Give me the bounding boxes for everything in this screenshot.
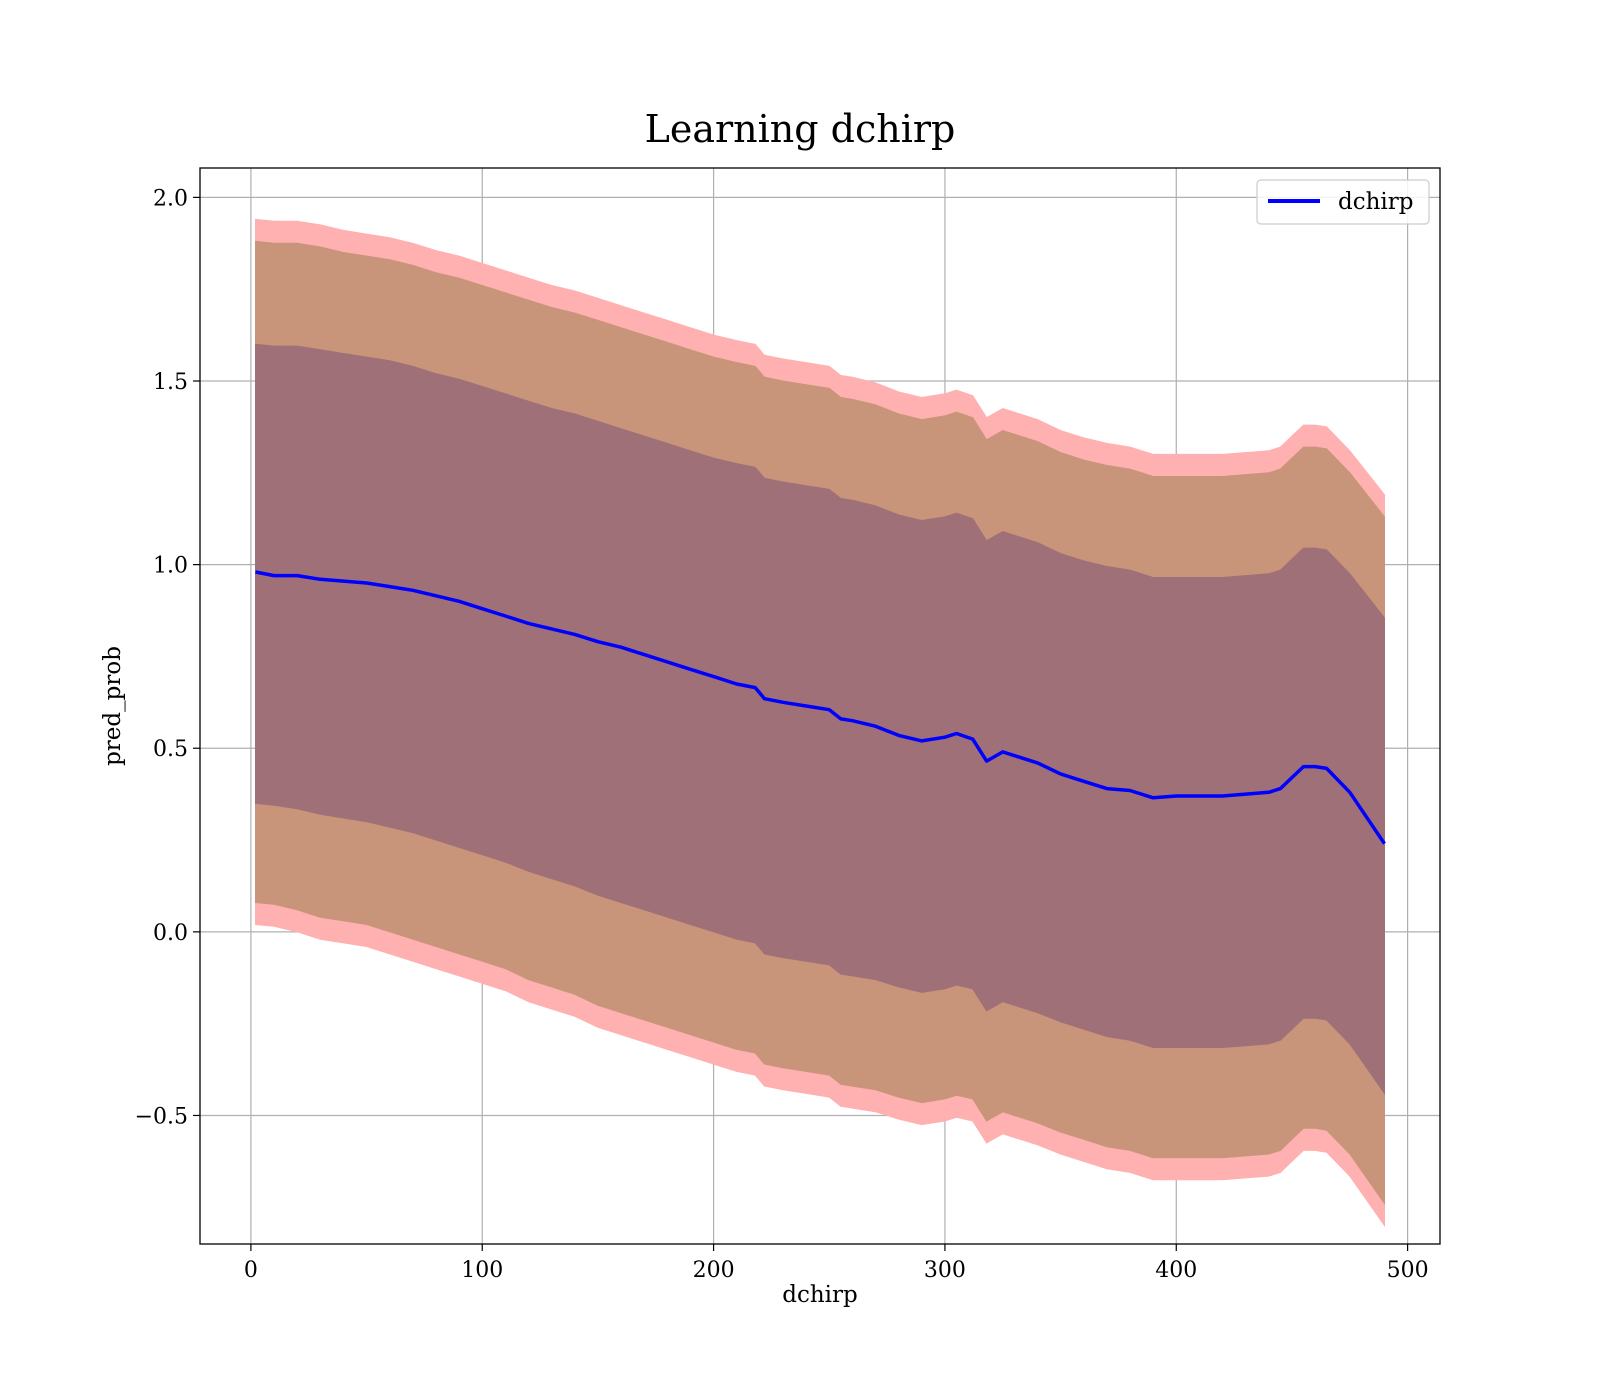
y-tick-label: 1.5 xyxy=(153,370,188,395)
y-axis-label: pred_prob xyxy=(100,646,126,766)
band-layer xyxy=(255,218,1385,1228)
chart-title: Learning dchirp xyxy=(645,107,956,151)
plot-frame xyxy=(199,167,1441,1245)
x-tick-label: 0 xyxy=(244,1258,258,1283)
x-tick-label: 500 xyxy=(1387,1258,1429,1283)
x-tick-label: 300 xyxy=(924,1258,966,1283)
y-tick-label: 0.0 xyxy=(153,921,188,946)
y-tick-label: −0.5 xyxy=(135,1104,188,1129)
tick-layer: 0 100 200 300 400 500 −0.5 0.0 0.5 1.0 1.5 2.0 xyxy=(135,186,1429,1283)
y-tick-label: 1.0 xyxy=(153,554,188,579)
x-tick-label: 200 xyxy=(693,1258,735,1283)
x-tick-label: 100 xyxy=(461,1258,503,1283)
band-inner xyxy=(255,343,1385,1095)
series-layer xyxy=(255,570,1386,845)
legend: dchirp xyxy=(1256,179,1430,225)
legend-label-dchirp: dchirp xyxy=(1338,189,1414,215)
x-axis-label: dchirp xyxy=(782,1282,858,1308)
y-tick-label: 0.5 xyxy=(153,737,188,762)
legend-box xyxy=(1256,179,1430,225)
x-tick-label: 400 xyxy=(1155,1258,1197,1283)
y-tick-label: 2.0 xyxy=(153,186,188,211)
series-line-dchirp xyxy=(255,570,1386,845)
